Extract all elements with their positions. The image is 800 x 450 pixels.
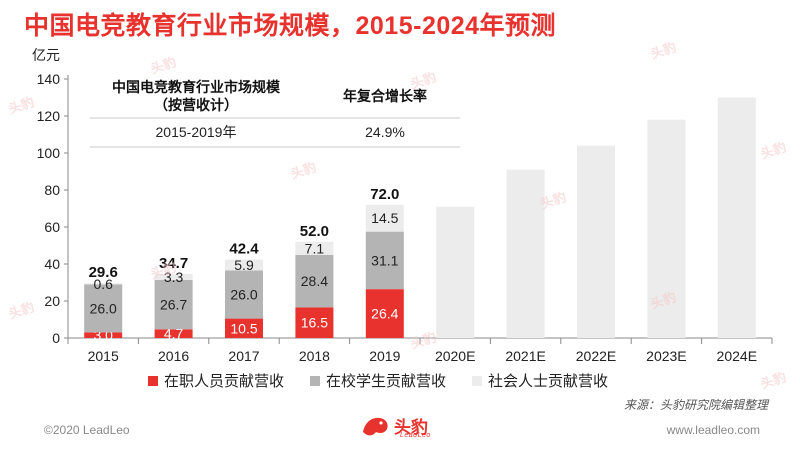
segment-value-label: 16.5 [301,315,328,331]
forecast-bar [506,169,545,338]
y-tick-label: 0 [52,330,60,346]
bar-total-label: 29.6 [89,264,118,281]
leopard-icon [363,417,388,436]
logo-subtext: LeadLeo [400,432,431,439]
x-tick-label: 2016 [158,348,189,364]
x-tick-label: 2015 [88,348,119,364]
legend-item-employed: 在职人员贡献营收 [148,370,284,391]
segment-value-label: 26.0 [90,300,117,316]
bar-segment [84,283,123,285]
forecast-bar [647,119,686,338]
legend-swatch-employed [148,375,158,386]
table-cell-period: 2015-2019年 [156,124,237,140]
page-title: 中国电竞教育行业市场规模，2015-2024年预测 [24,12,557,40]
segment-value-label: 0.6 [93,276,113,292]
y-tick-label: 40 [44,256,60,272]
table-header-size: 中国电竞教育行业市场规模 [112,79,281,95]
y-tick-label: 100 [37,145,61,161]
bar-total-label: 72.0 [370,186,399,203]
legend-item-students: 在校学生贡献营收 [310,370,446,391]
bar-segment [154,279,193,330]
bar-segment [84,332,123,338]
bar-segment [154,273,193,280]
bar-segment [225,259,263,271]
legend-item-public: 社会人士贡献营收 [472,370,608,391]
table-cell-cagr: 24.9% [365,124,405,140]
bar-segment [225,270,263,319]
segment-value-label: 28.4 [301,273,328,289]
y-tick-label: 80 [44,182,60,198]
legend-swatch-students [310,375,321,386]
copyright: ©2020 LeadLeo [44,423,130,437]
legend-label-public: 社会人士贡献营收 [488,373,609,390]
legend-label-students: 在校学生贡献营收 [326,373,447,390]
segment-value-label: 4.7 [164,326,184,342]
y-axis-unit-label: 亿元 [32,47,60,63]
source-note: 来源：头豹研究院编辑整理 [623,398,768,412]
forecast-bar [577,145,615,338]
y-tick-label: 120 [37,108,61,124]
table-header-cagr: 年复合增长率 [343,88,427,104]
segment-value-label: 3.3 [164,269,184,285]
x-tick-label: 2021E [505,348,545,364]
forecast-bar [436,206,475,338]
x-tick-label: 2023E [646,348,686,364]
legend-label-employed: 在职人员贡献营收 [164,373,285,390]
bar-total-label: 42.4 [229,241,259,258]
segment-value-label: 26.4 [371,306,398,322]
bar-segment [365,289,404,338]
bar-segment [295,241,334,255]
y-tick-label: 60 [44,219,60,235]
segment-value-label: 14.5 [371,210,398,226]
bar-total-label: 52.0 [300,223,329,240]
brand-logo: 头豹 LeadLeo [360,412,431,439]
bar-segment [295,254,334,308]
table-header-size-sub: （按营收计） [154,97,238,113]
segment-value-label: 10.5 [230,320,257,336]
bar-segment [154,329,193,338]
forecast-bar [717,97,756,338]
bar-segment [295,307,334,338]
y-tick-label: 20 [44,293,60,309]
bar-segment [84,284,123,333]
x-tick-label: 2018 [299,348,330,364]
legend: 在职人员贡献营收 在校学生贡献营收 社会人士贡献营收 [148,370,608,391]
y-tick-label: 140 [37,71,61,87]
segment-value-label: 5.9 [234,257,254,273]
legend-swatch-public [472,375,483,386]
x-tick-label: 2017 [228,348,259,364]
bar-segment [365,204,404,232]
bar-segment [365,231,404,290]
bar-total-label: 34.7 [159,255,188,272]
website-url: www.leadleo.com [666,423,760,437]
logo-text: 头豹 [394,417,428,437]
x-tick-label: 2022E [576,348,616,364]
x-tick-label: 2020E [435,348,475,364]
segment-value-label: 26.0 [230,287,257,303]
x-tick-label: 2024E [717,348,757,364]
segment-value-label: 7.1 [305,240,325,256]
x-tick-label: 2019 [369,348,400,364]
bar-segment [225,318,263,338]
segment-value-label: 31.1 [371,252,398,268]
segment-value-label: 26.7 [160,297,187,313]
